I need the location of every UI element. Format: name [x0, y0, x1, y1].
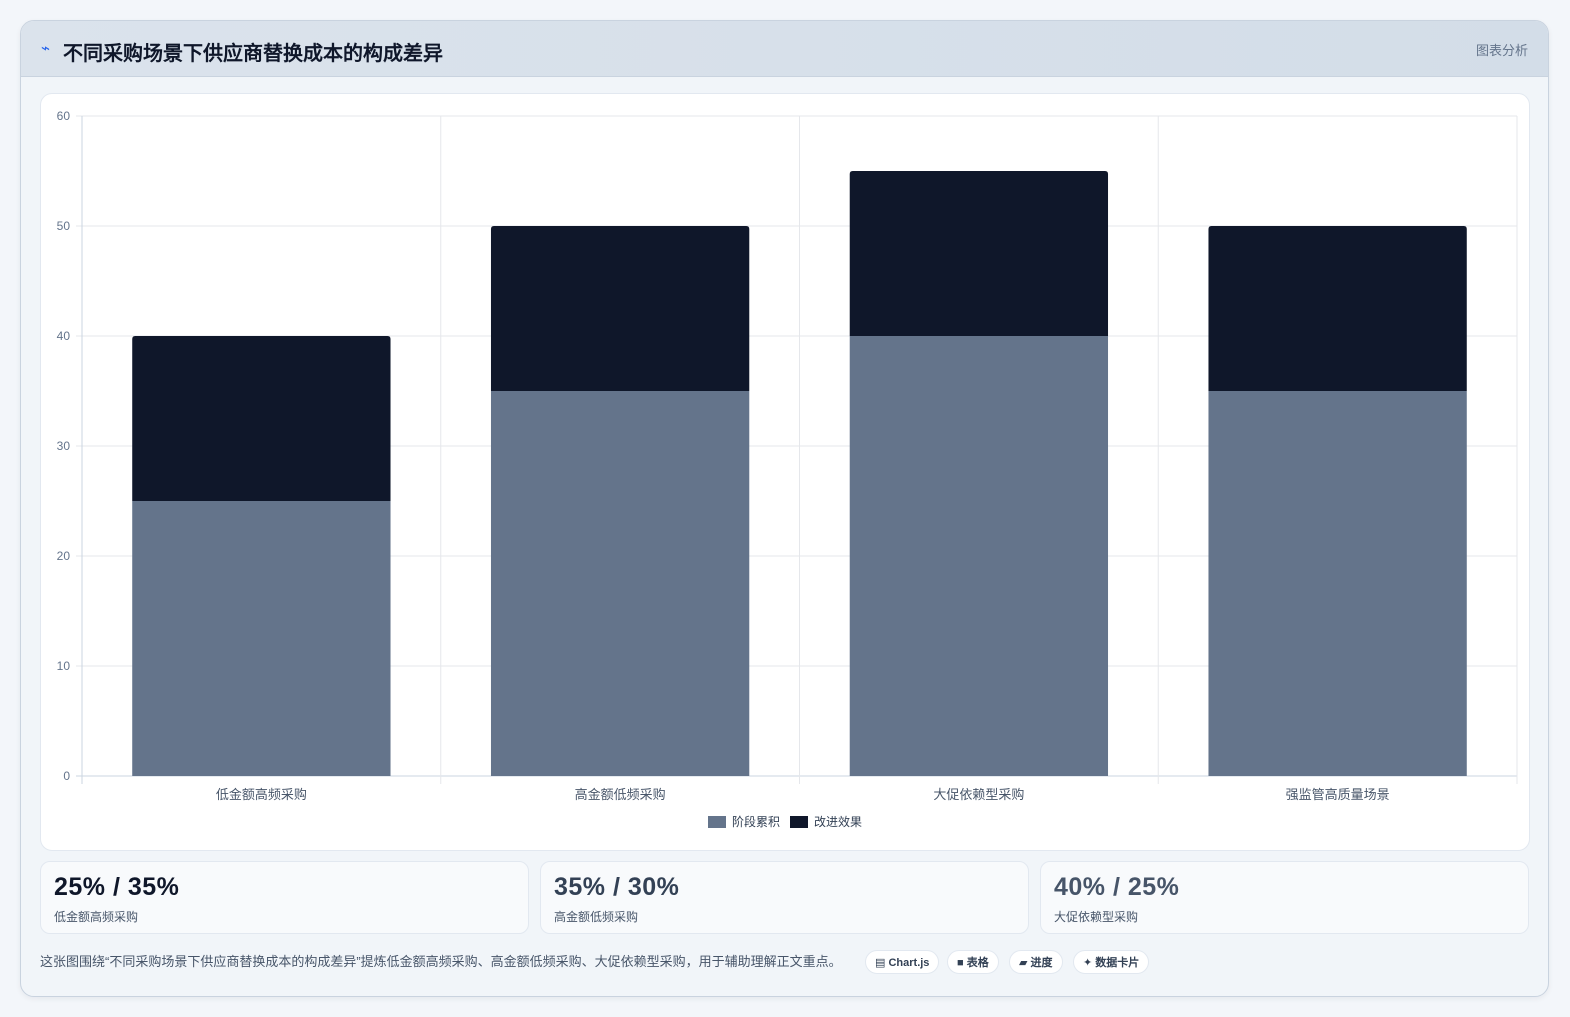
legend-swatch: [708, 816, 726, 828]
stat-label: 高金额低频采购: [554, 910, 639, 924]
stat-value: 40% / 25%: [1054, 873, 1180, 901]
sparkle-icon: ✦: [1083, 957, 1093, 969]
bar-segment: [1208, 391, 1467, 776]
y-tick-label: 60: [57, 109, 71, 123]
chart-card: ⌁ 不同采购场景下供应商替换成本的构成差异 图表分析 0 10 20 30 40 50 60…: [20, 20, 1549, 997]
chip-progress[interactable]: ▰ 进度: [1009, 950, 1063, 974]
chip-label: 进度: [1030, 957, 1053, 969]
chip-data-card[interactable]: ✦ 数据卡片: [1073, 950, 1150, 974]
x-tick-label: 低金额高频采购: [216, 787, 307, 802]
bar-segment: [490, 391, 750, 776]
chart-description: 这张图围绕“不同采购场景下供应商替换成本的构成差异”提炼低金额高频采购、高金额低…: [40, 954, 842, 969]
bar-segment: [849, 336, 1109, 776]
y-tick-label: 20: [57, 549, 71, 563]
stacked-bar-chart: 0 10 20 30 40 50 60 低金额高频采购 高金额低频采购 大促依赖型采购 强监管高质量…: [57, 109, 1518, 829]
stat-value: 25% / 35%: [54, 873, 180, 901]
chip-label: 数据卡片: [1095, 957, 1140, 969]
y-tick-label: 50: [57, 219, 71, 233]
chart-analysis-tag: 图表分析: [1475, 43, 1528, 58]
chart-area: 0 10 20 30 40 50 60 低金额高频采购 高金额低频采购 大促依赖型采购 强监管高质量…: [40, 93, 1530, 851]
x-tick-label: 高金额低频采购: [575, 787, 666, 802]
chart-line-icon: ⌁: [41, 40, 51, 57]
legend-label: 改进效果: [814, 814, 862, 829]
stat-label: 低金额高频采购: [54, 910, 139, 924]
bar-segment: [132, 501, 391, 776]
stat-value: 35% / 30%: [554, 873, 680, 901]
legend-label: 阶段累积: [732, 814, 780, 829]
chip-label: 表格: [966, 957, 989, 969]
x-tick-label: 大促依赖型采购: [933, 787, 1024, 802]
stat-card-1: 25% / 35% 低金额高频采购: [40, 861, 529, 934]
y-tick-label: 0: [63, 769, 70, 783]
chip-label: Chart.js: [888, 957, 930, 969]
stat-label: 大促依赖型采购: [1054, 910, 1139, 924]
y-tick-label: 30: [57, 439, 71, 453]
stat-card-3: 40% / 25% 大促依赖型采购: [1040, 861, 1529, 934]
card-header: ⌁ 不同采购场景下供应商替换成本的构成差异 图表分析: [21, 21, 1548, 77]
bar-segment: [1208, 226, 1467, 391]
chip-table[interactable]: ■ 表格: [947, 950, 999, 974]
x-tick-label: 强监管高质量场景: [1286, 787, 1390, 802]
bar-segment: [132, 336, 391, 501]
table-icon: ■: [957, 957, 964, 969]
progress-icon: ▰: [1019, 957, 1028, 969]
bar-segment: [490, 226, 750, 391]
stat-card-2: 35% / 30% 高金额低频采购: [540, 861, 1029, 934]
chart-icon: ▤: [875, 957, 886, 969]
y-tick-label: 40: [57, 329, 71, 343]
chip-chartjs[interactable]: ▤ Chart.js: [865, 950, 940, 974]
chart-title: 不同采购场景下供应商替换成本的构成差异: [63, 43, 443, 65]
y-tick-label: 10: [57, 659, 71, 673]
legend-swatch: [790, 816, 808, 828]
bar-segment: [849, 171, 1109, 336]
